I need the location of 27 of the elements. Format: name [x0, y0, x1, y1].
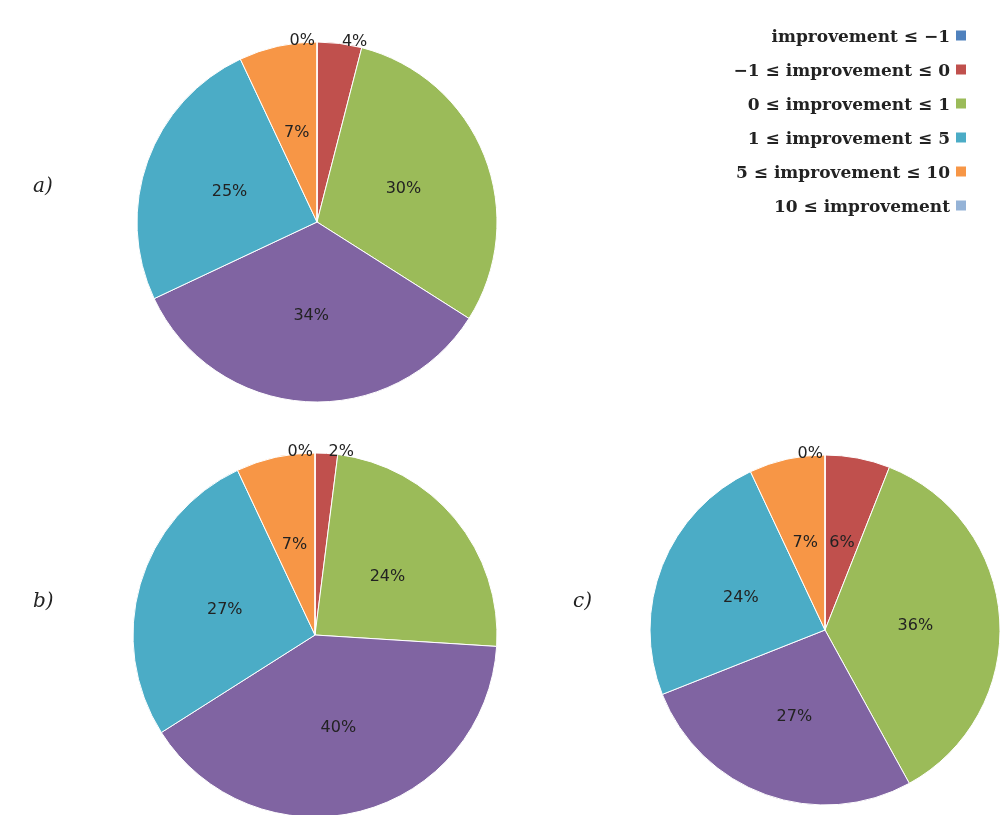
- data-label: 40%: [320, 716, 357, 736]
- data-label: 34%: [293, 305, 329, 325]
- text: b): [33, 588, 54, 612]
- data-label: 6%: [829, 531, 855, 551]
- data-label: 7%: [792, 532, 818, 552]
- data-label: 2%: [328, 440, 355, 460]
- legend-label: 0 ≤ improvement ≤ 1: [747, 93, 950, 114]
- legend-label: 10 ≤ improvement: [773, 195, 951, 216]
- text: 0%: [287, 440, 313, 460]
- data-label: 30%: [385, 178, 422, 198]
- legend-label: 1 ≤ improvement ≤ 5: [747, 127, 950, 148]
- data-label: 7%: [281, 533, 308, 553]
- data-label: 24%: [369, 565, 406, 585]
- text: 0%: [797, 442, 823, 462]
- data-label: 24%: [723, 587, 759, 607]
- data-label: 27%: [776, 705, 813, 725]
- data-label: 7%: [284, 121, 310, 141]
- text: c): [573, 588, 593, 612]
- text: a): [33, 173, 53, 197]
- legend-label: −1 ≤ improvement ≤ 0: [733, 59, 951, 80]
- text: 0%: [289, 29, 315, 49]
- legend-label: improvement ≤ −1: [771, 25, 950, 46]
- legend-label: 5 ≤ improvement ≤ 10: [736, 161, 951, 182]
- data-label: 27%: [206, 599, 243, 619]
- data-label: 25%: [211, 181, 248, 200]
- data-label: 36%: [897, 614, 934, 634]
- data-label: 4%: [341, 30, 368, 50]
